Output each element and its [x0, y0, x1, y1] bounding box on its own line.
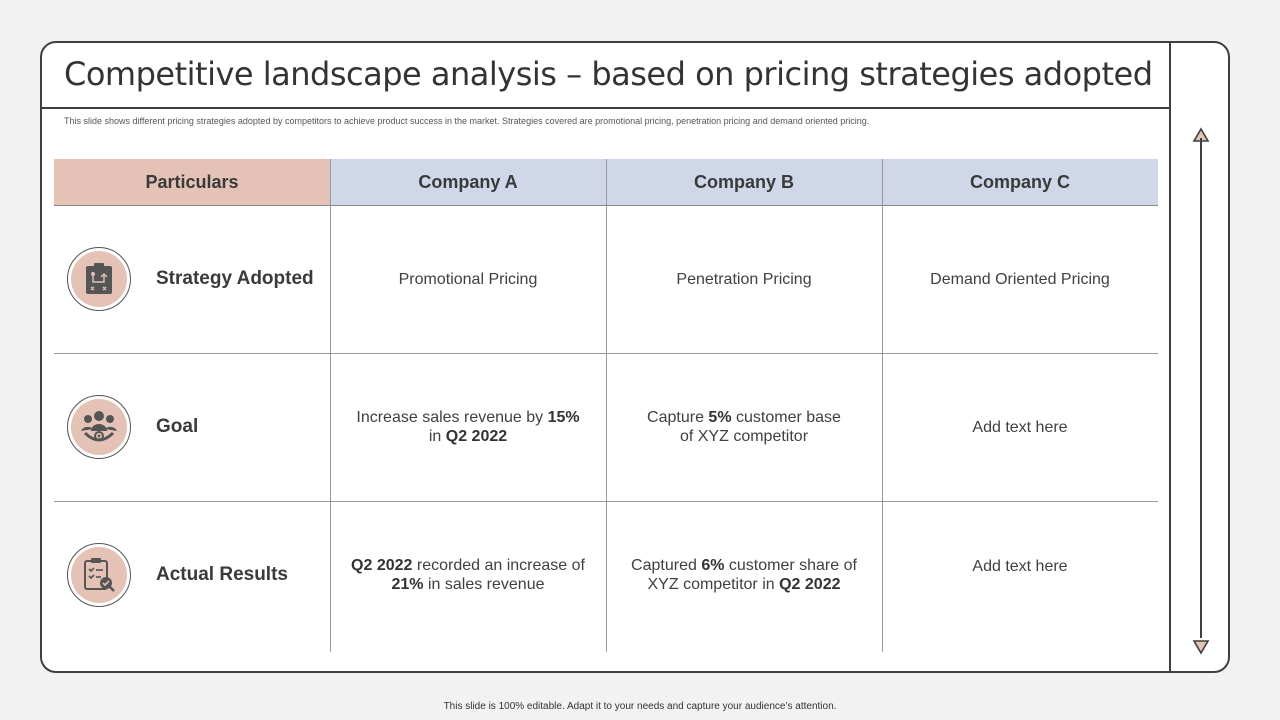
icon-ring: [67, 395, 131, 459]
slide-footer: This slide is 100% editable. Adapt it to…: [443, 701, 837, 712]
cell-strategy-company-c: Demand Oriented Pricing: [882, 205, 1158, 353]
cell-strategy-company-a: Promotional Pricing: [330, 205, 606, 353]
cell-text: Add text here: [972, 418, 1068, 436]
cell-bold-text: 5%: [708, 409, 732, 426]
cell-text: Captured: [631, 557, 702, 574]
row-divider: [54, 353, 1158, 354]
row-label-strategy: Strategy Adopted: [156, 268, 314, 289]
triangle-down-icon[interactable]: [1192, 639, 1210, 655]
column-divider: [330, 159, 331, 652]
cell-text: Promotional Pricing: [398, 270, 538, 288]
cell-bold-text: Q2 2022: [351, 557, 413, 574]
cell-text: Penetration Pricing: [676, 270, 812, 288]
cell-bold-text: 15%: [547, 409, 580, 426]
comparison-table: Particulars Company A Company B Company …: [54, 159, 1158, 652]
title-divider: [42, 107, 1170, 109]
cell-bold-text: Q2 2022: [779, 576, 841, 593]
row-label-goal: Goal: [156, 416, 199, 437]
cell-goal-company-a: Increase sales revenue by 15% in Q2 2022: [330, 353, 606, 501]
header-company-b: Company B: [606, 159, 882, 205]
cell-bold-text: 6%: [701, 557, 725, 574]
cell-text: Capture: [647, 409, 709, 426]
row-header-results: Actual Results: [54, 501, 330, 649]
cell-results-company-a: Q2 2022 recorded an increase of 21% in s…: [330, 501, 606, 649]
row-header-goal: Goal: [54, 353, 330, 501]
header-particulars: Particulars: [54, 159, 330, 205]
cell-text: Add text here: [972, 558, 1068, 575]
icon-ring: [67, 543, 131, 607]
icon-ring: [67, 247, 131, 311]
header-company-c: Company C: [882, 159, 1158, 205]
cell-bold-text: Q2 2022: [445, 428, 508, 445]
cell-goal-company-c: Add text here: [882, 353, 1158, 501]
cell-text: customer share of XYZ competitor in: [647, 557, 857, 593]
row-label-results: Actual Results: [156, 564, 288, 585]
cell-goal-company-b: Capture 5% customer base of XYZ competit…: [606, 353, 882, 501]
cell-text: customer base of XYZ competitor: [679, 409, 841, 445]
cell-text: Demand Oriented Pricing: [930, 270, 1110, 288]
row-header-strategy: Strategy Adopted: [54, 205, 330, 353]
column-divider: [882, 159, 883, 652]
cell-text: in sales revenue: [423, 576, 545, 593]
cell-bold-text: 21%: [391, 576, 424, 593]
cell-results-company-b: Captured 6% customer share of XYZ compet…: [606, 501, 882, 649]
header-company-a: Company A: [330, 159, 606, 205]
cell-text: recorded an increase of: [412, 557, 585, 574]
scroll-track[interactable]: [1200, 138, 1202, 638]
row-divider: [54, 501, 1158, 502]
cell-text: Increase sales revenue by: [356, 409, 548, 426]
team-target-icon: [71, 399, 127, 455]
slide-subtitle: This slide shows different pricing strat…: [64, 116, 870, 126]
clipboard-check-icon: [71, 547, 127, 603]
cell-text: in: [428, 428, 446, 445]
column-divider: [606, 159, 607, 652]
cell-results-company-c: Add text here: [882, 501, 1158, 649]
scroll-panel-divider: [1169, 43, 1171, 671]
cell-strategy-company-b: Penetration Pricing: [606, 205, 882, 353]
slide-title: Competitive landscape analysis – based o…: [64, 55, 1153, 93]
slide-frame: Competitive landscape analysis – based o…: [40, 41, 1230, 673]
strategy-board-icon: [71, 251, 127, 307]
